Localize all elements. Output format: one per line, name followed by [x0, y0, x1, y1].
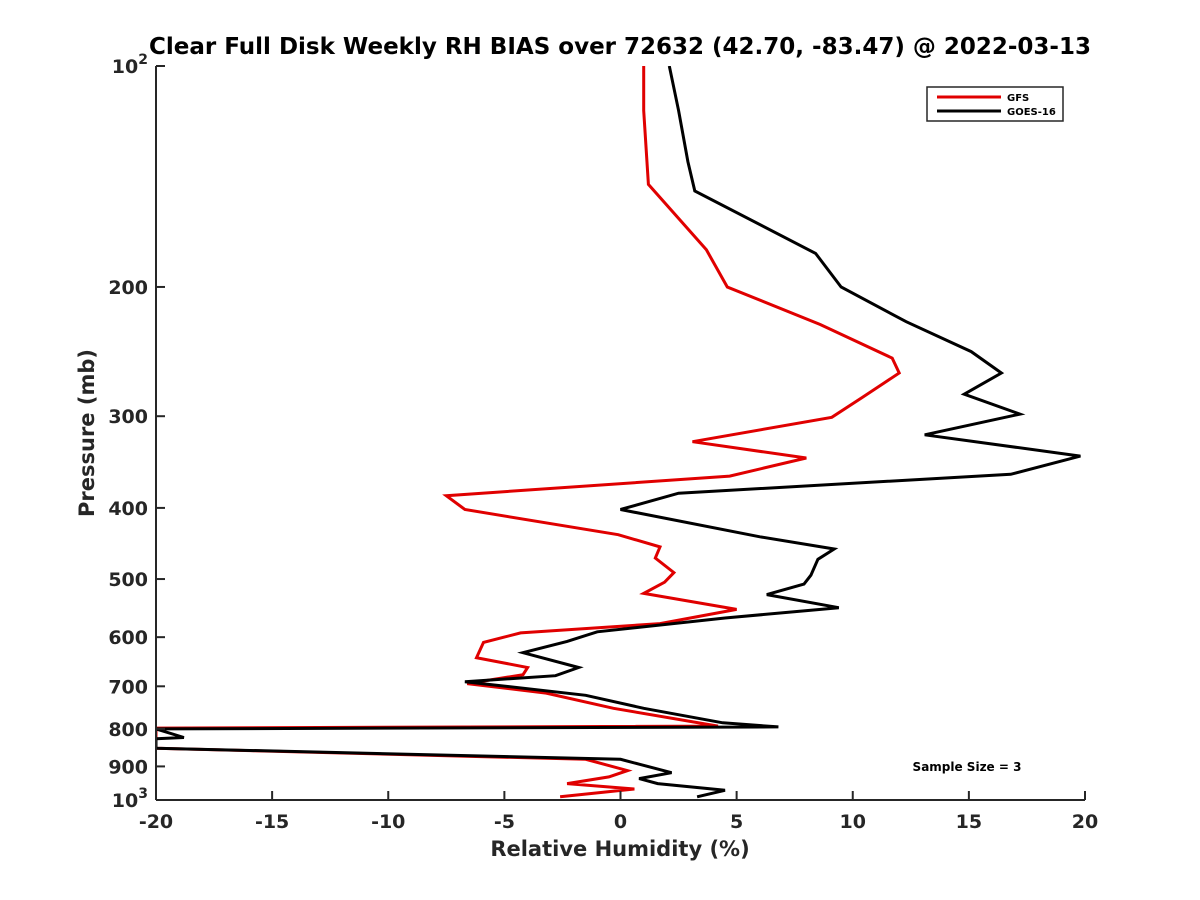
y-tick-label: 600: [108, 627, 148, 649]
x-tick-label: 20: [1072, 811, 1098, 833]
y-tick-base: 400: [108, 498, 148, 520]
legend: GFS GOES-16: [926, 86, 1064, 122]
series-group: [156, 66, 1081, 799]
x-tick-label: 10: [840, 811, 866, 833]
y-tick-label: 300: [108, 406, 148, 428]
y-tick-label: 800: [108, 719, 148, 741]
x-tick-label: -20: [139, 811, 173, 833]
y-tick-label: 400: [108, 498, 148, 520]
y-tick-label: 700: [108, 676, 148, 698]
y-tick-exponent: 2: [138, 52, 148, 68]
y-tick-label: 500: [108, 569, 148, 591]
legend-label-1: GOES-16: [1007, 107, 1056, 118]
y-tick-base: 10: [112, 790, 138, 812]
y-tick-base: 500: [108, 569, 148, 591]
y-tick-label: 103: [112, 786, 148, 812]
y-tick-label: 900: [108, 756, 148, 778]
series-line-0: [156, 66, 902, 799]
y-tick-base: 600: [108, 627, 148, 649]
series-line-1: [156, 66, 1081, 799]
y-tick-label: 102: [112, 52, 148, 78]
y-axis-label: Pressure (mb): [75, 349, 99, 517]
x-tick-label: 15: [956, 811, 982, 833]
x-tick-label: 5: [730, 811, 743, 833]
y-tick-exponent: 3: [138, 786, 148, 802]
sample-size-annotation: Sample Size = 3: [913, 760, 1022, 774]
legend-box: [926, 86, 1064, 122]
y-tick-base: 300: [108, 406, 148, 428]
chart-title: Clear Full Disk Weekly RH BIAS over 7263…: [149, 34, 1091, 60]
y-tick-base: 10: [112, 56, 138, 78]
x-tick-label: -5: [494, 811, 515, 833]
y-tick-label: 200: [108, 277, 148, 299]
y-tick-base: 200: [108, 277, 148, 299]
y-tick-base: 900: [108, 756, 148, 778]
x-tick-label: 0: [614, 811, 627, 833]
x-axis-label: Relative Humidity (%): [490, 837, 749, 861]
x-tick-label: -10: [371, 811, 405, 833]
legend-label-0: GFS: [1007, 93, 1029, 104]
x-tick-label: -15: [255, 811, 289, 833]
y-tick-base: 700: [108, 676, 148, 698]
y-tick-base: 800: [108, 719, 148, 741]
axes-group: -20 -15 -10 -5 0 5 10 15 20102200300400500600700…: [108, 52, 1098, 833]
